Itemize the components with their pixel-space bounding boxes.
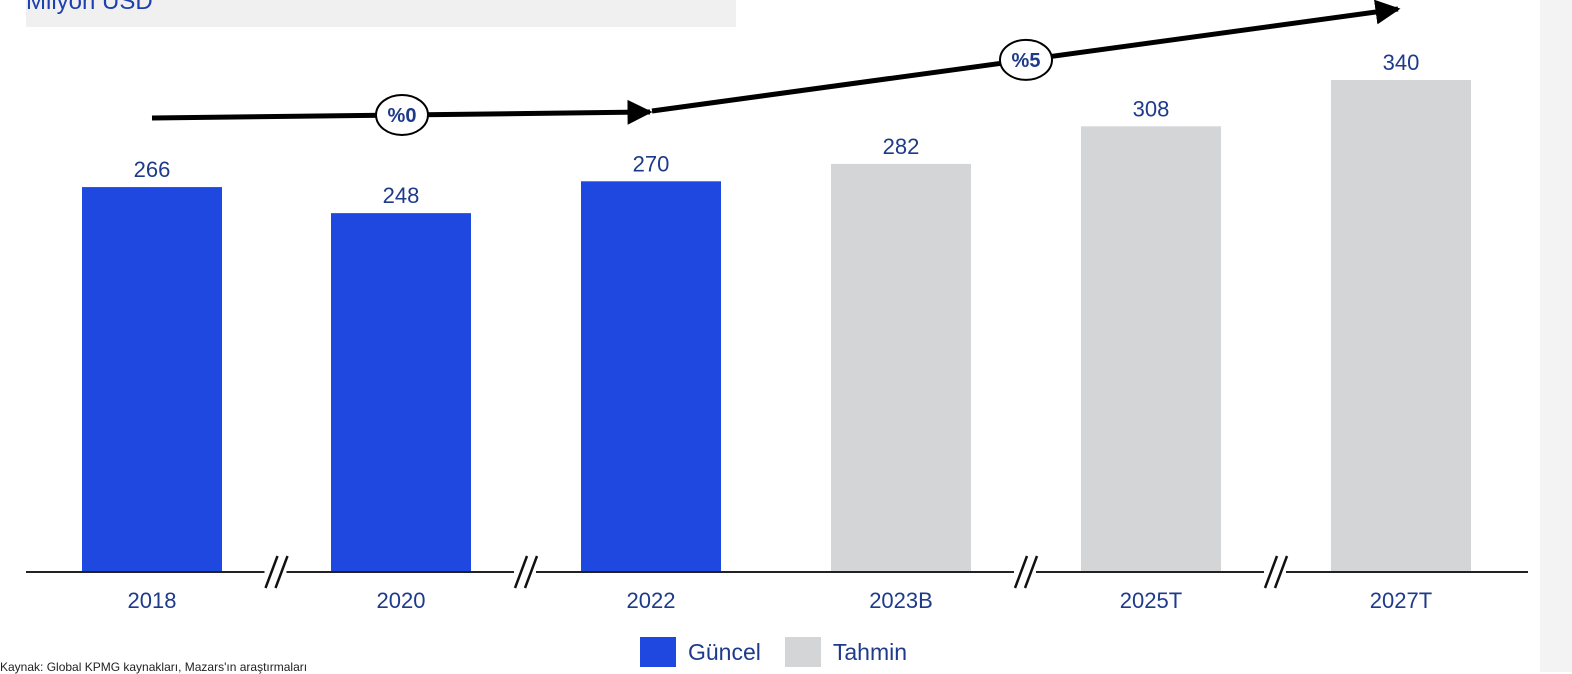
axis-break bbox=[513, 555, 539, 589]
source-note: Kaynak: Global KPMG kaynakları, Mazars'ı… bbox=[0, 660, 308, 674]
bars-group bbox=[82, 80, 1471, 573]
growth-annotations: %0 %5 bbox=[151, 0, 1401, 136]
tick-label-2023b: 2023B bbox=[869, 588, 933, 613]
bar-2023b bbox=[831, 163, 971, 572]
axis-break bbox=[264, 555, 289, 589]
value-label-2027t: 340 bbox=[1383, 50, 1420, 75]
page-margin bbox=[1540, 0, 1572, 672]
bar-2027t bbox=[1331, 80, 1471, 572]
legend-swatch-actual bbox=[640, 637, 676, 667]
axis-break bbox=[1013, 555, 1039, 589]
growth-arrow-pct0: %0 bbox=[151, 93, 653, 136]
tick-label-2022: 2022 bbox=[627, 588, 676, 613]
tick-label-2020: 2020 bbox=[377, 588, 426, 613]
growth-label: %0 bbox=[388, 105, 417, 127]
growth-badge bbox=[999, 38, 1053, 81]
bar-chart: %0 %5 266 2018 248 2020 270 2022 282 2023B 308 202… bbox=[26, 0, 1528, 613]
value-label-2025t: 308 bbox=[1133, 96, 1170, 121]
growth-arrow-pct5: %5 bbox=[651, 0, 1401, 114]
value-label-2022: 270 bbox=[633, 151, 670, 176]
legend-label-actual: Güncel bbox=[688, 638, 761, 665]
bar-2022 bbox=[581, 181, 721, 572]
legend-label-forecast: Tahmin bbox=[832, 638, 908, 665]
value-label-2020: 248 bbox=[383, 183, 420, 208]
legend-item-actual: Güncel bbox=[640, 637, 761, 667]
growth-label: %5 bbox=[1012, 50, 1041, 72]
growth-badge bbox=[375, 93, 429, 136]
bar-2018 bbox=[82, 187, 222, 573]
legend-item-forecast: Tahmin bbox=[784, 637, 908, 667]
legend-swatch-forecast bbox=[784, 637, 821, 667]
labels-group: 266 2018 248 2020 270 2022 282 2023B 308 2025T 340… bbox=[128, 50, 1433, 613]
value-label-2018: 266 bbox=[134, 157, 171, 182]
chart-title: Milyon USD bbox=[26, 0, 153, 15]
axis-break bbox=[1263, 555, 1289, 589]
value-label-2023b: 282 bbox=[883, 134, 920, 159]
legend: Güncel Tahmin bbox=[640, 636, 931, 668]
tick-label-2025t: 2025T bbox=[1120, 588, 1182, 613]
axis-breaks bbox=[264, 555, 1289, 589]
tick-label-2027t: 2027T bbox=[1370, 588, 1432, 613]
title-band: Milyon USD bbox=[26, 0, 736, 27]
tick-label-2018: 2018 bbox=[128, 588, 177, 613]
bar-2025t bbox=[1081, 126, 1221, 573]
bar-2020 bbox=[331, 213, 471, 573]
